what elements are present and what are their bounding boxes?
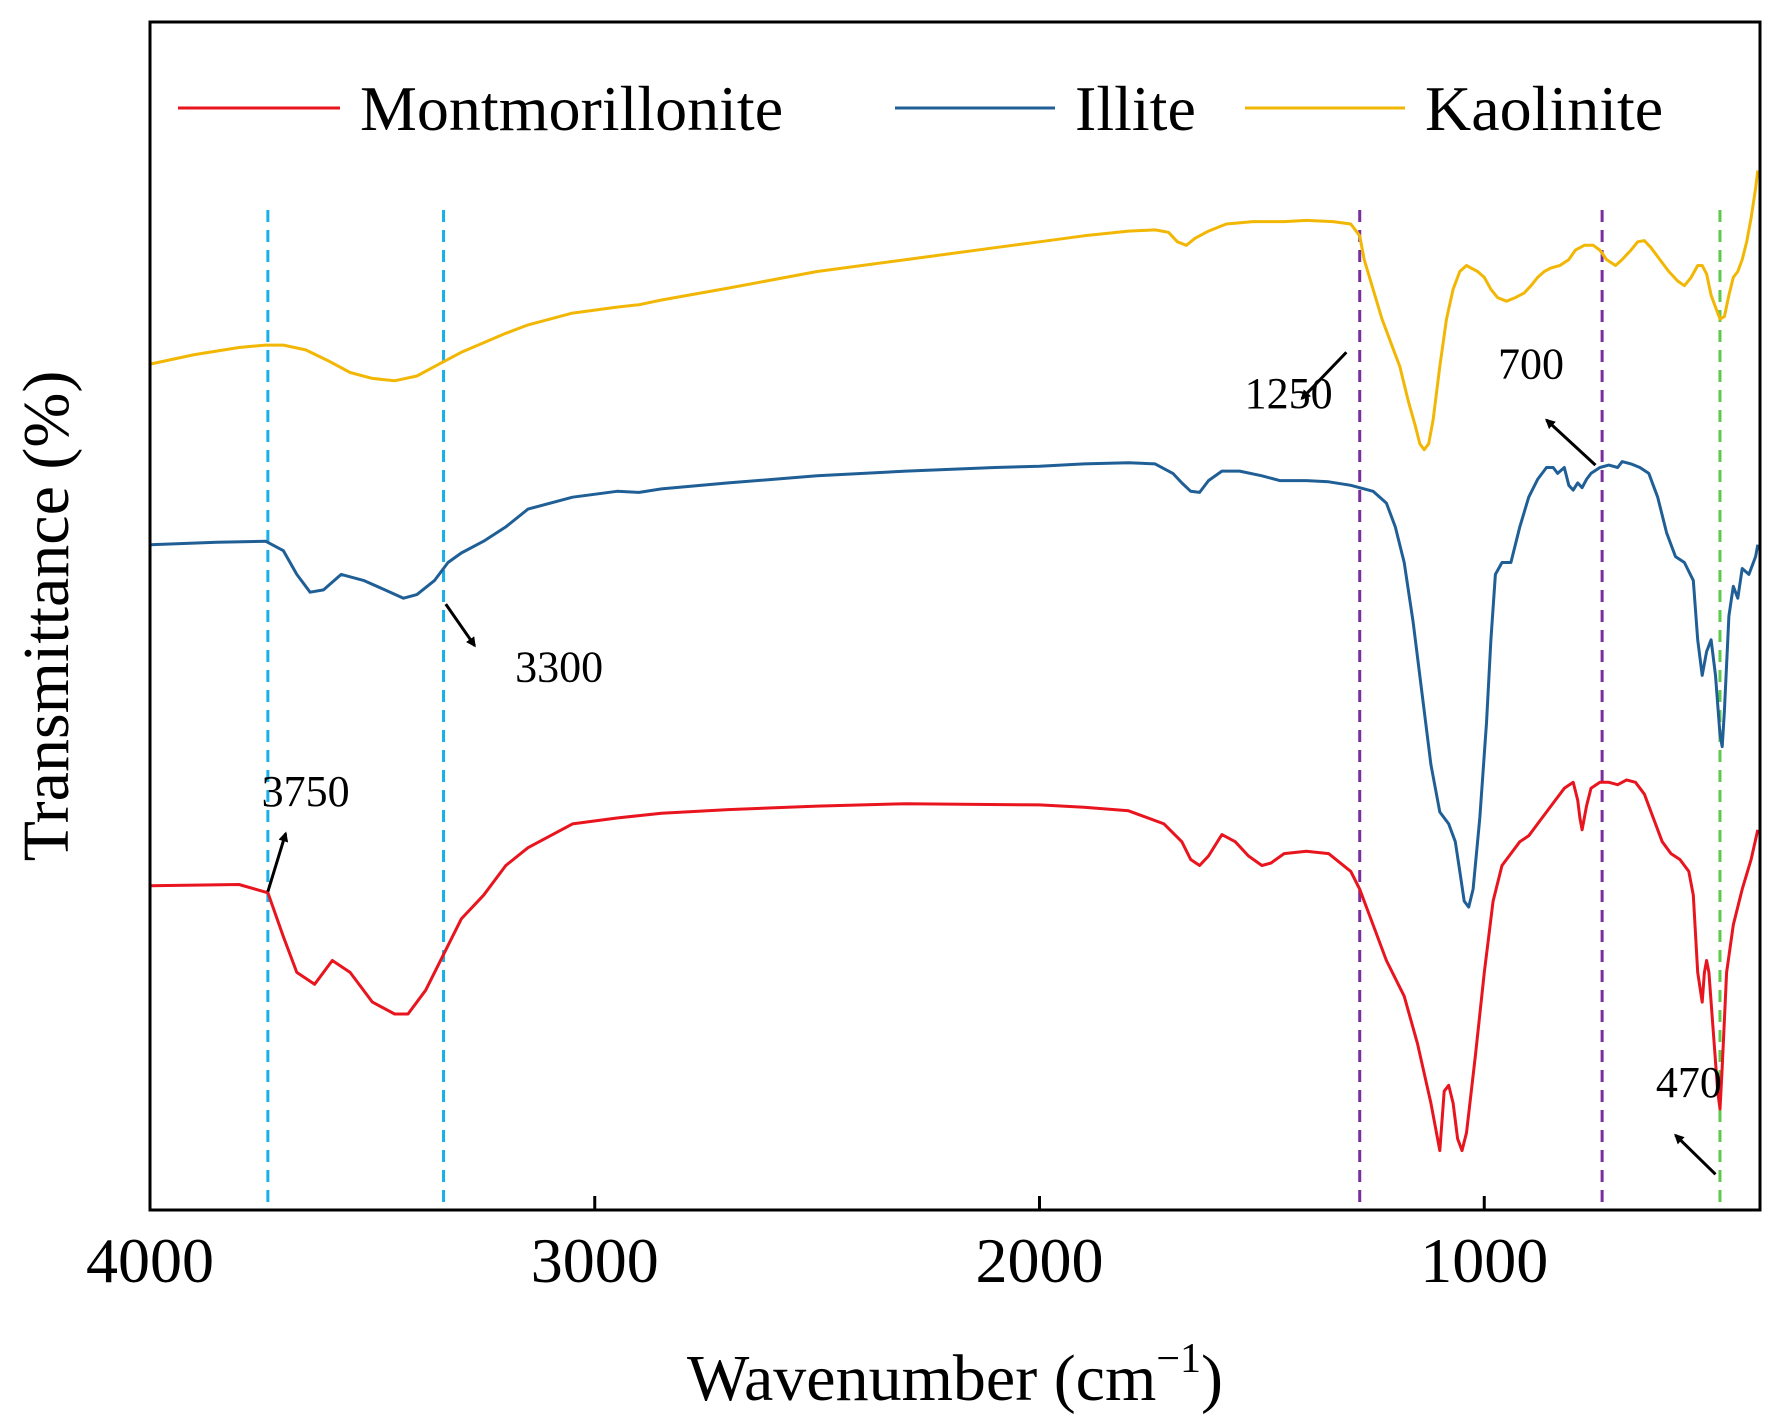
x-tick-label-3000: 3000 [531,1225,659,1296]
annotations-layer: 3750 3300 1250 700 470 [262,339,1722,1176]
annotation-label-3750: 3750 [262,767,350,816]
x-axis-title: Wavenumber (cm−1) [687,1336,1223,1415]
x-tick-label-1000: 1000 [1420,1225,1548,1296]
annotation-arrow-3750 [266,831,289,893]
x-tick-label-2000: 2000 [976,1225,1104,1296]
series-line-illite [149,460,1760,909]
legend: Montmorillonite Illite Kaolinite [178,73,1663,144]
legend-label-kaolinite: Kaolinite [1425,73,1663,144]
annotation-label-470: 470 [1656,1058,1722,1107]
legend-label-montmorillonite: Montmorillonite [360,73,783,144]
x-axis-title-main: Wavenumber (cm [687,1342,1156,1415]
series-line-montmorillonite [149,778,1760,1153]
vlines-layer [266,210,1722,1210]
x-tick-label-4000: 4000 [86,1225,214,1296]
annotation-arrow-1250 [1300,351,1348,401]
x-ticks-layer: 4000 3000 2000 1000 [86,1196,1548,1296]
annotation-label-3300: 3300 [515,642,603,691]
annotation-label-700: 700 [1498,339,1564,388]
x-axis-title-superscript: −1 [1156,1336,1201,1382]
plot-frame [148,20,1762,1212]
annotation-arrow-700 [1545,418,1597,467]
annotation-label-1250: 1250 [1245,369,1333,418]
annotation-arrow-470 [1674,1133,1717,1176]
x-axis-title-close: ) [1201,1342,1223,1415]
legend-label-illite: Illite [1075,73,1196,144]
y-axis-title: Transmittance (%) [10,371,83,862]
series-line-kaolinite [149,170,1760,452]
annotation-arrow-3300 [444,603,476,648]
series-layer [149,170,1760,1153]
